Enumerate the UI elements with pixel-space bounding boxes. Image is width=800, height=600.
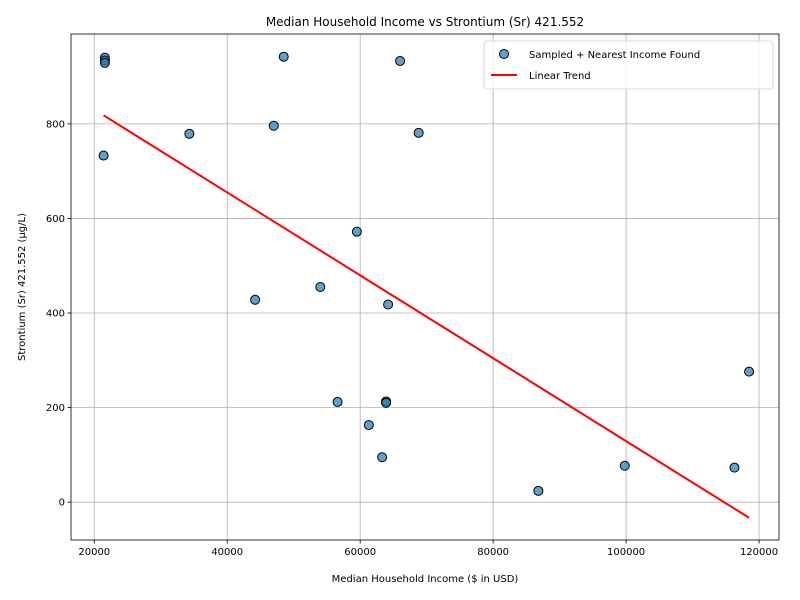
legend-label-scatter: Sampled + Nearest Income Found (529, 50, 700, 61)
y-tick-label: 0 (59, 498, 65, 509)
scatter-point (98, 150, 109, 161)
y-tick-label: 600 (46, 214, 65, 225)
scatter-point (315, 282, 326, 292)
legend-label-trend: Linear Trend (529, 71, 591, 82)
x-tick-label: 80000 (477, 547, 509, 558)
scatter-point (729, 462, 740, 473)
scatter-point (332, 396, 343, 407)
y-tick-label: 800 (46, 119, 65, 130)
scatter-point (377, 452, 388, 463)
scatter-point (268, 120, 279, 131)
y-axis-label: Strontium (Sr) 421.552 (µg/L) (17, 213, 28, 361)
scatter-point (351, 226, 362, 237)
scatter-points (98, 51, 755, 496)
scatter-point (619, 460, 630, 471)
scatter-point (383, 299, 394, 310)
legend: Sampled + Nearest Income Found Linear Tr… (483, 40, 774, 90)
scatter-point (250, 294, 261, 305)
scatter-point (363, 420, 374, 431)
x-tick-label: 20000 (78, 547, 110, 558)
trend-line-group (103, 114, 750, 519)
legend-marker-scatter (499, 49, 509, 59)
scatter-point (413, 127, 424, 138)
scatter-point (533, 485, 544, 496)
scatter-point (381, 397, 392, 408)
scatter-point (278, 51, 289, 62)
chart-title: Median Household Income vs Strontium (Sr… (266, 15, 584, 29)
y-tick-label: 200 (46, 403, 65, 414)
x-axis-label: Median Household Income ($ in USD) (332, 574, 519, 585)
scatter-point (395, 55, 406, 66)
scatter-point (99, 57, 110, 68)
scatter-point (184, 128, 195, 139)
x-tick-label: 60000 (344, 547, 376, 558)
grid (71, 34, 779, 540)
x-axis-ticks: 20000 40000 60000 80000 100000 120000 (78, 540, 778, 558)
y-tick-label: 400 (46, 309, 65, 320)
trend-line (103, 114, 750, 519)
x-tick-label: 120000 (740, 547, 778, 558)
x-tick-label: 40000 (211, 547, 243, 558)
x-tick-label: 100000 (607, 547, 645, 558)
legend-box (483, 40, 774, 90)
plot-background (71, 34, 779, 540)
y-axis-ticks: 0 200 400 600 800 (46, 119, 71, 509)
scatter-point (744, 366, 755, 377)
plot-frame (70, 33, 780, 541)
